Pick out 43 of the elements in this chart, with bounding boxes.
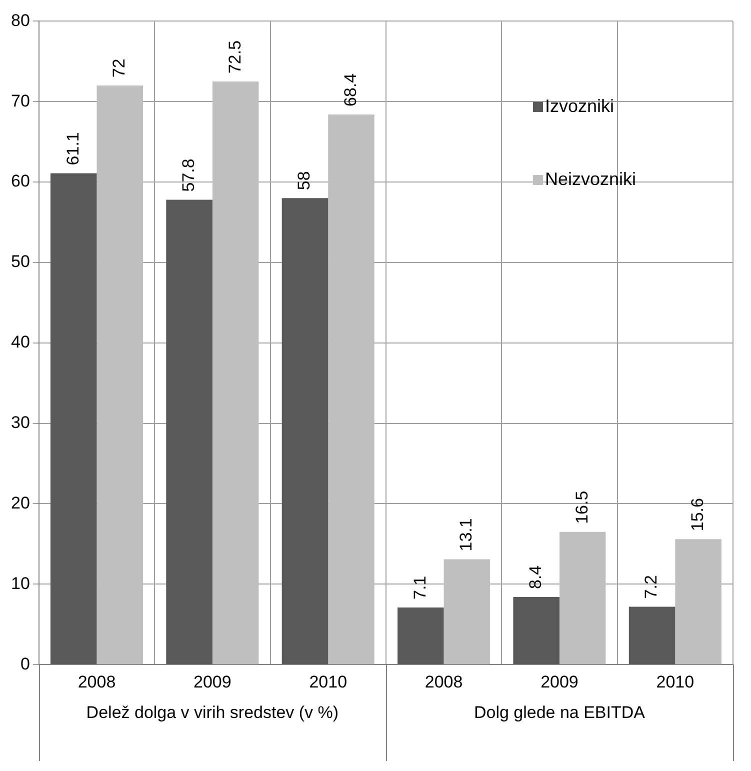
data-label: 57.8	[178, 158, 198, 192]
data-label: 15.6	[688, 498, 707, 532]
y-tick-label: 20	[10, 493, 30, 512]
y-tick-label: 10	[10, 574, 30, 593]
bar	[166, 200, 212, 664]
data-label: 72.5	[225, 40, 244, 74]
bar	[96, 86, 144, 664]
text: Dolg glede na EBITDA	[474, 702, 646, 722]
y-tick-label: 80	[10, 10, 30, 30]
bar	[559, 532, 606, 664]
bar	[444, 559, 490, 664]
bar	[628, 606, 676, 664]
legend-label: Izvozniki	[545, 96, 614, 118]
bar	[282, 198, 328, 664]
data-label: 7.2	[642, 575, 661, 599]
y-tick-label: 50	[10, 252, 30, 272]
data-label: 13.1	[456, 518, 476, 552]
y-tick-label: 30	[10, 413, 30, 432]
x-tick-label: 2008	[78, 672, 116, 692]
data-label: 8.4	[526, 565, 546, 590]
x-tick-label: 2009	[540, 672, 578, 692]
bar	[513, 597, 560, 664]
data-label: 61.1	[63, 132, 82, 166]
y-tick-label: 70	[10, 91, 30, 110]
x-tick-label: 2010	[309, 672, 348, 692]
data-label: 16.5	[572, 490, 592, 524]
bar	[212, 82, 259, 664]
y-tick-label: 0	[20, 654, 30, 674]
data-label: 7.1	[410, 576, 430, 600]
text: Delež dolga v virih sredstev (v %)	[86, 702, 339, 722]
x-tick-label: 2008	[424, 672, 463, 692]
bar	[50, 173, 97, 664]
y-tick-label: 40	[10, 332, 30, 352]
x-tick-label: 2010	[656, 672, 694, 692]
y-tick-label: 60	[10, 172, 30, 191]
bar	[328, 114, 374, 664]
data-label: 68.4	[340, 73, 360, 106]
data-label: 72	[110, 58, 129, 78]
x-tick-label: 2009	[194, 672, 232, 692]
legend-label: Neizvozniki	[545, 169, 636, 190]
bar	[398, 608, 444, 664]
bar	[675, 539, 722, 664]
data-label: 58	[294, 171, 314, 190]
